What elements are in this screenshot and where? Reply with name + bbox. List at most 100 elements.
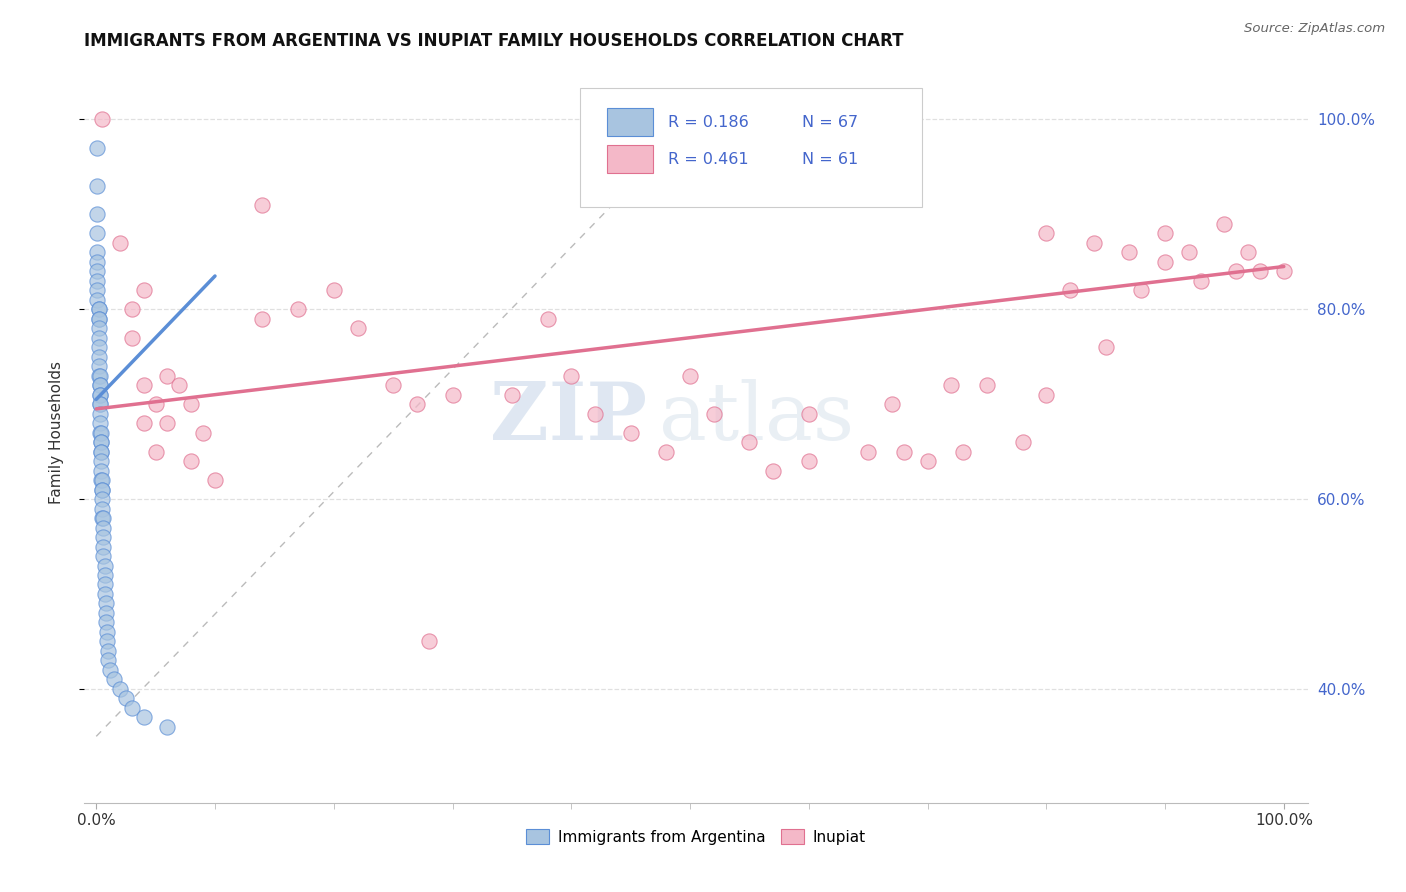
Point [1272, 264, 1295, 278]
Point [1035, 387, 1057, 401]
Point [679, 368, 702, 383]
Point [91, 511, 114, 525]
Point [87, 359, 110, 374]
Point [97, 653, 120, 667]
Point [87, 321, 110, 335]
Point [86, 178, 108, 193]
Point [655, 444, 678, 458]
Point [536, 311, 558, 326]
Point [156, 368, 179, 383]
Point [90, 454, 112, 468]
Point [90, 435, 112, 450]
Point [382, 378, 405, 392]
Point [93, 577, 115, 591]
Point [169, 378, 191, 392]
Point [1083, 235, 1105, 250]
Point [132, 416, 155, 430]
Point [108, 681, 131, 696]
Point [94, 597, 117, 611]
Point [191, 425, 214, 440]
Point [976, 378, 998, 392]
Point [93, 540, 115, 554]
Point [156, 416, 179, 430]
Point [501, 387, 523, 401]
Point [86, 227, 108, 241]
Point [121, 331, 143, 345]
Point [89, 378, 111, 392]
Point [91, 483, 114, 497]
Point [87, 331, 110, 345]
Point [121, 701, 143, 715]
Point [287, 302, 309, 317]
Point [252, 198, 274, 212]
Point [87, 340, 110, 354]
Point [89, 387, 111, 401]
Point [89, 397, 111, 411]
Point [94, 606, 117, 620]
Point [204, 473, 226, 487]
Point [1154, 254, 1177, 268]
Point [90, 425, 112, 440]
FancyBboxPatch shape [579, 88, 922, 207]
Point [100, 663, 122, 677]
Point [103, 673, 125, 687]
Point [91, 473, 114, 487]
Point [108, 235, 131, 250]
Point [115, 691, 138, 706]
Point [1059, 283, 1081, 297]
Point [93, 568, 115, 582]
Point [90, 473, 112, 487]
Point [346, 321, 368, 335]
Point [91, 501, 114, 516]
Point [252, 311, 274, 326]
Point [145, 397, 167, 411]
Legend: Immigrants from Argentina, Inupiat: Immigrants from Argentina, Inupiat [520, 822, 872, 851]
Point [797, 454, 820, 468]
Point [86, 264, 108, 278]
FancyBboxPatch shape [606, 145, 654, 173]
Point [89, 407, 111, 421]
Point [86, 283, 108, 297]
Point [90, 464, 112, 478]
Point [738, 435, 761, 450]
Point [93, 511, 115, 525]
Point [121, 302, 143, 317]
Point [917, 454, 939, 468]
Point [1118, 245, 1140, 260]
Point [91, 491, 114, 506]
Point [87, 302, 110, 317]
Text: N = 67: N = 67 [803, 115, 859, 130]
Point [93, 549, 115, 563]
Point [89, 397, 111, 411]
Y-axis label: Family Households: Family Households [49, 361, 63, 504]
Point [1130, 283, 1153, 297]
Point [93, 520, 115, 534]
Point [1011, 435, 1033, 450]
Point [90, 444, 112, 458]
Point [180, 397, 202, 411]
Point [94, 615, 117, 630]
Point [87, 368, 110, 383]
Point [86, 293, 108, 307]
Point [797, 407, 820, 421]
Point [86, 274, 108, 288]
Point [1178, 245, 1201, 260]
Point [1225, 264, 1247, 278]
Point [620, 425, 643, 440]
Point [87, 311, 110, 326]
Point [952, 444, 974, 458]
Point [893, 444, 915, 458]
Point [156, 720, 179, 734]
Point [89, 368, 111, 383]
Point [856, 444, 879, 458]
Point [322, 283, 344, 297]
Point [93, 587, 115, 601]
Point [90, 435, 112, 450]
Point [1237, 245, 1260, 260]
Point [1189, 274, 1212, 288]
Text: atlas: atlas [659, 379, 855, 457]
Point [180, 454, 202, 468]
Point [1213, 217, 1236, 231]
Point [406, 397, 429, 411]
Point [91, 483, 114, 497]
